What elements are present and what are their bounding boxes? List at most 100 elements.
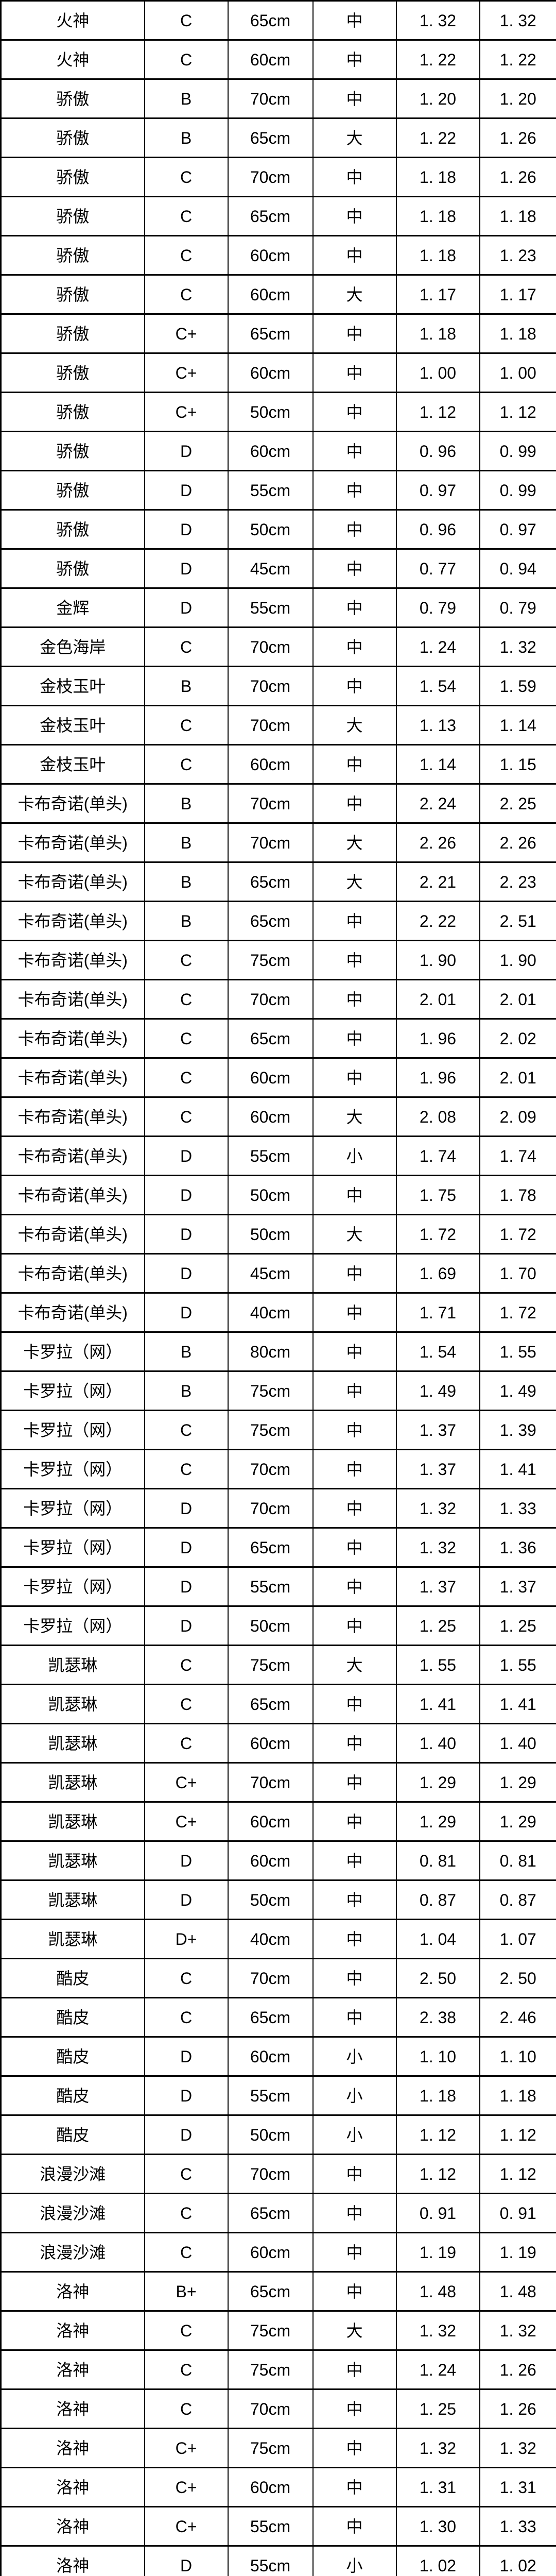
variety-cell: 卡罗拉（网） [0, 1605, 145, 1646]
price-a-cell: 1. 90 [395, 940, 480, 980]
price-b-cell: 0. 99 [479, 431, 556, 471]
price-b-cell: 1. 19 [479, 2232, 556, 2273]
head-size-cell: 中 [312, 1919, 397, 1959]
grade-cell: C [144, 196, 229, 236]
price-a-cell: 1. 48 [395, 2271, 480, 2312]
head-size-cell: 中 [312, 1958, 397, 1998]
head-size-cell: 中 [312, 1018, 397, 1059]
variety-cell: 卡布奇诺(单头) [0, 979, 145, 1020]
variety-cell: 卡罗拉（网） [0, 1488, 145, 1529]
grade-cell: C [144, 1410, 229, 1450]
grade-cell: C [144, 626, 229, 667]
price-a-cell: 2. 50 [395, 1958, 480, 1998]
variety-cell: 凯瑟琳 [0, 1919, 145, 1959]
table-row: 金色海岸 C 70cm 中 1. 24 1. 32 [0, 626, 556, 667]
price-b-cell: 1. 78 [479, 1175, 556, 1215]
price-a-cell: 1. 18 [395, 313, 480, 354]
price-b-cell: 1. 26 [479, 2388, 556, 2429]
length-cell: 45cm [227, 1253, 314, 1294]
price-b-cell: 1. 12 [479, 2114, 556, 2155]
head-size-cell: 中 [312, 1605, 397, 1646]
variety-cell: 卡布奇诺(单头) [0, 1175, 145, 1215]
table-row: 凯瑟琳 D 50cm 中 0. 87 0. 87 [0, 1879, 556, 1920]
table-row: 卡罗拉（网） C 75cm 中 1. 37 1. 39 [0, 1410, 556, 1450]
variety-cell: 骄傲 [0, 117, 145, 158]
table-row: 卡罗拉（网） C 70cm 中 1. 37 1. 41 [0, 1449, 556, 1489]
price-b-cell: 1. 18 [479, 313, 556, 354]
grade-cell: C [144, 0, 229, 41]
head-size-cell: 中 [312, 1488, 397, 1529]
price-a-cell: 1. 24 [395, 2349, 480, 2390]
variety-cell: 骄傲 [0, 548, 145, 589]
grade-cell: B [144, 783, 229, 824]
price-a-cell: 1. 54 [395, 666, 480, 706]
price-a-cell: 0. 91 [395, 2193, 480, 2233]
length-cell: 50cm [227, 509, 314, 550]
head-size-cell: 中 [312, 509, 397, 550]
variety-cell: 骄傲 [0, 274, 145, 315]
grade-cell: C [144, 2388, 229, 2429]
price-a-cell: 1. 75 [395, 1175, 480, 1215]
table-row: 骄傲 C 70cm 中 1. 18 1. 26 [0, 157, 556, 197]
head-size-cell: 小 [312, 2114, 397, 2155]
price-a-cell: 1. 74 [395, 1136, 480, 1176]
grade-cell: D [144, 1527, 229, 1568]
grade-cell: D [144, 1605, 229, 1646]
table-row: 卡布奇诺(单头) C 70cm 中 2. 01 2. 01 [0, 979, 556, 1020]
head-size-cell: 中 [312, 1370, 397, 1411]
head-size-cell: 中 [312, 1723, 397, 1764]
length-cell: 70cm [227, 157, 314, 197]
grade-cell: D [144, 1840, 229, 1881]
length-cell: 45cm [227, 548, 314, 589]
length-cell: 50cm [227, 1879, 314, 1920]
head-size-cell: 中 [312, 1292, 397, 1333]
price-b-cell: 1. 12 [479, 392, 556, 432]
price-b-cell: 1. 40 [479, 1723, 556, 1764]
table-row: 骄傲 D 45cm 中 0. 77 0. 94 [0, 548, 556, 589]
variety-cell: 酷皮 [0, 2114, 145, 2155]
head-size-cell: 中 [312, 39, 397, 80]
price-b-cell: 1. 32 [479, 626, 556, 667]
head-size-cell: 大 [312, 1096, 397, 1137]
table-row: 卡布奇诺(单头) C 65cm 中 1. 96 2. 02 [0, 1018, 556, 1059]
price-a-cell: 1. 32 [395, 1488, 480, 1529]
head-size-cell: 中 [312, 2193, 397, 2233]
length-cell: 70cm [227, 783, 314, 824]
head-size-cell: 中 [312, 783, 397, 824]
head-size-cell: 中 [312, 78, 397, 119]
head-size-cell: 中 [312, 1057, 397, 1098]
price-b-cell: 2. 50 [479, 1958, 556, 1998]
table-row: 浪漫沙滩 C 65cm 中 0. 91 0. 91 [0, 2193, 556, 2233]
variety-cell: 凯瑟琳 [0, 1684, 145, 1724]
grade-cell: D [144, 431, 229, 471]
variety-cell: 浪漫沙滩 [0, 2232, 145, 2273]
grade-cell: C [144, 2349, 229, 2390]
variety-cell: 金枝玉叶 [0, 705, 145, 745]
price-b-cell: 1. 39 [479, 1410, 556, 1450]
price-b-cell: 1. 48 [479, 2271, 556, 2312]
price-b-cell: 1. 33 [479, 1488, 556, 1529]
head-size-cell: 小 [312, 1136, 397, 1176]
price-a-cell: 2. 01 [395, 979, 480, 1020]
head-size-cell: 大 [312, 2310, 397, 2351]
price-a-cell: 1. 13 [395, 705, 480, 745]
price-a-cell: 1. 37 [395, 1449, 480, 1489]
head-size-cell: 中 [312, 1527, 397, 1568]
head-size-cell: 中 [312, 392, 397, 432]
head-size-cell: 中 [312, 1840, 397, 1881]
grade-cell: C [144, 39, 229, 80]
variety-cell: 骄傲 [0, 509, 145, 550]
price-a-cell: 1. 37 [395, 1566, 480, 1607]
price-b-cell: 1. 10 [479, 2036, 556, 2077]
head-size-cell: 中 [312, 470, 397, 511]
table-row: 洛神 C+ 55cm 中 1. 30 1. 33 [0, 2506, 556, 2547]
variety-cell: 卡罗拉（网） [0, 1331, 145, 1372]
length-cell: 50cm [227, 1175, 314, 1215]
length-cell: 75cm [227, 1410, 314, 1450]
grade-cell: C [144, 1645, 229, 1685]
head-size-cell: 中 [312, 0, 397, 41]
head-size-cell: 大 [312, 1214, 397, 1255]
variety-cell: 洛神 [0, 2467, 145, 2507]
head-size-cell: 中 [312, 940, 397, 980]
variety-cell: 酷皮 [0, 2036, 145, 2077]
